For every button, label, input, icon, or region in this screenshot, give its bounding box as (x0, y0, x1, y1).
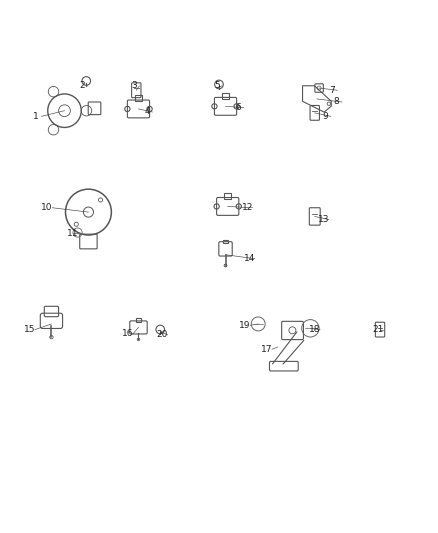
Text: 5: 5 (214, 82, 220, 91)
Text: 9: 9 (323, 112, 328, 121)
Bar (222, 93, 229, 99)
Text: 1: 1 (33, 112, 39, 121)
Text: 7: 7 (329, 86, 335, 95)
Bar (224, 193, 231, 199)
Text: 6: 6 (236, 103, 241, 112)
Text: 19: 19 (239, 321, 251, 330)
Text: 20: 20 (157, 330, 168, 340)
Text: 12: 12 (242, 203, 253, 212)
Text: 4: 4 (145, 108, 150, 117)
Text: 13: 13 (318, 215, 329, 224)
Text: 14: 14 (244, 254, 255, 263)
Text: 16: 16 (122, 329, 133, 338)
Bar (136, 318, 141, 322)
Text: 10: 10 (41, 203, 53, 212)
Bar (135, 95, 142, 101)
Text: 3: 3 (131, 82, 137, 91)
Text: 17: 17 (261, 345, 272, 354)
Text: 11: 11 (67, 229, 79, 238)
Text: 18: 18 (309, 325, 321, 334)
Bar (223, 240, 228, 243)
Text: 15: 15 (24, 325, 35, 334)
Text: 8: 8 (334, 98, 339, 107)
Text: 2: 2 (79, 82, 85, 91)
Text: 21: 21 (372, 325, 384, 334)
